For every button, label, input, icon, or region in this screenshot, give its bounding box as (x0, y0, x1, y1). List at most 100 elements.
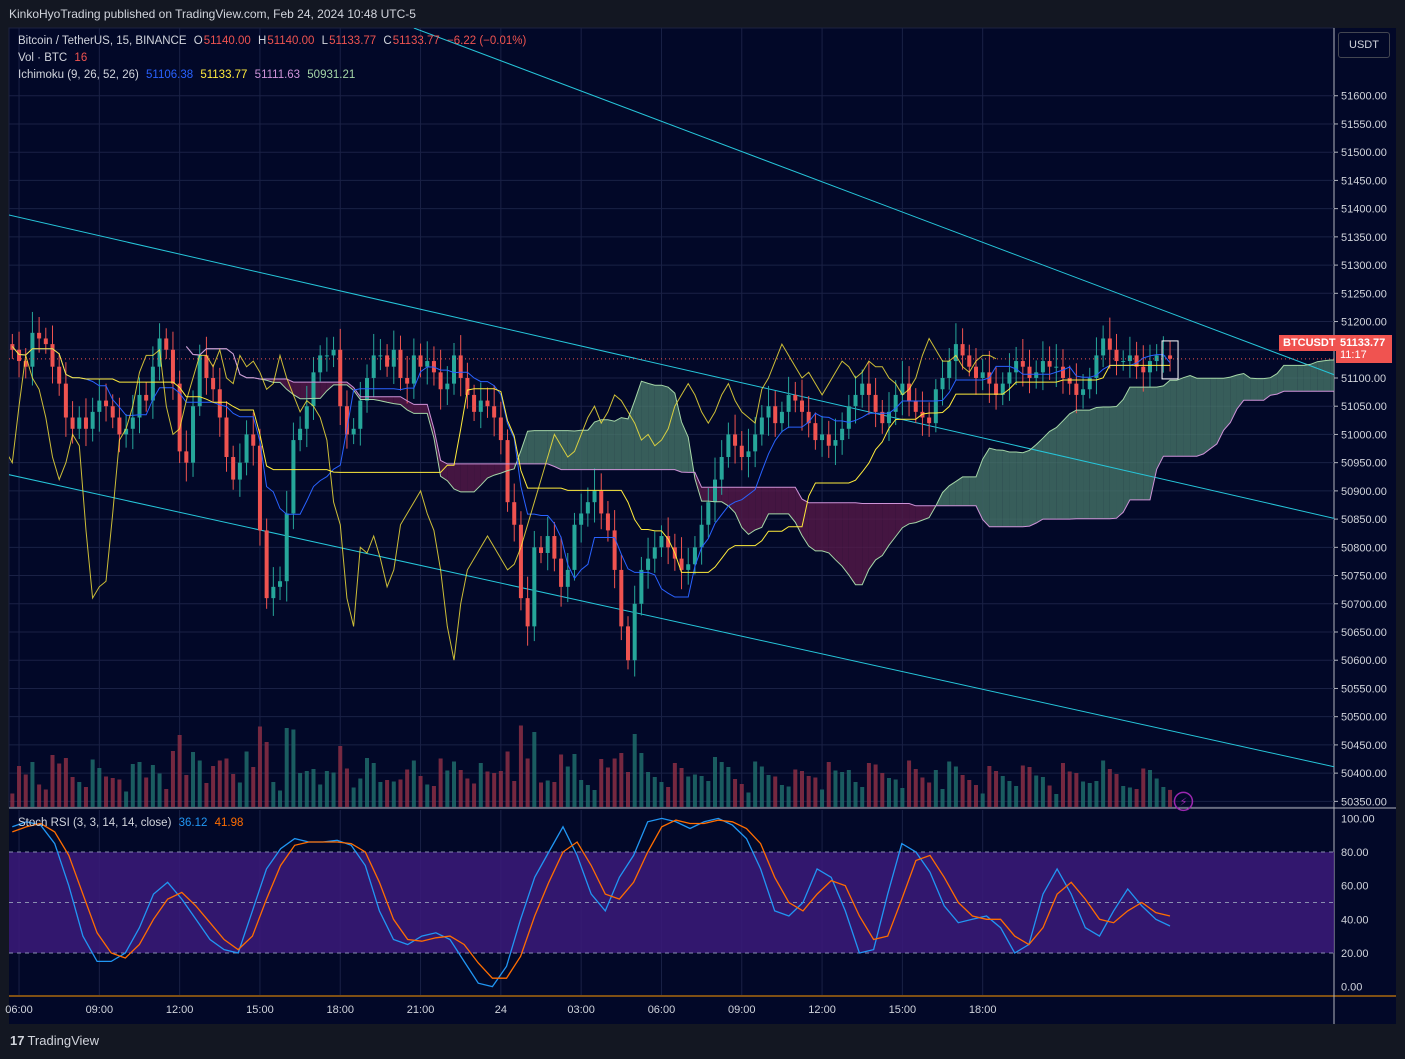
volume-bar (1074, 773, 1079, 807)
candle-body (231, 457, 236, 480)
volume-bar (592, 790, 597, 807)
stoch-label[interactable]: Stoch RSI (3, 3, 14, 14, close) (18, 817, 172, 829)
brand[interactable]: 17 TradingView (10, 1033, 99, 1048)
price-tick-label: 51050.00 (1341, 401, 1387, 413)
cloud-segment (1136, 387, 1144, 500)
cloud-segment (975, 459, 983, 520)
volume-bar (799, 771, 804, 807)
cloud-segment (761, 487, 769, 528)
cloud-segment (1223, 377, 1231, 431)
high-label: H (258, 35, 267, 47)
change-value: −6.22 (−0.01%) (447, 35, 527, 47)
candle-body (947, 361, 952, 378)
low-value: 51133.77 (329, 35, 377, 47)
candles (10, 311, 1173, 677)
price-tick-label: 51600.00 (1341, 91, 1387, 103)
volume-bar (625, 772, 631, 807)
cloud-segment (581, 430, 588, 470)
cloud-segment (949, 481, 956, 506)
price-tick-label: 50350.00 (1341, 796, 1387, 808)
vol-label[interactable]: Vol · BTC (18, 52, 68, 64)
volume-bar (264, 742, 269, 807)
candle-body (746, 451, 751, 458)
stoch-rsi-panel (9, 817, 1334, 988)
price-tick-label: 51550.00 (1341, 119, 1387, 131)
span-b-value: 50931.21 (307, 69, 356, 81)
volume-bar (391, 781, 396, 807)
cloud-segment (835, 502, 843, 567)
candle-body (184, 451, 189, 463)
candle-body (50, 344, 55, 367)
currency-selector[interactable]: USDT (1338, 32, 1390, 58)
candle-body (338, 349, 343, 407)
cloud-segment (1297, 365, 1304, 392)
cloud-segment (567, 430, 575, 470)
cloud-segment (701, 487, 709, 502)
volume-bar (1154, 778, 1159, 807)
candle-body (465, 377, 470, 395)
candle-body (907, 383, 912, 401)
candle-body (512, 502, 517, 525)
candle-body (866, 383, 871, 395)
volume-bar (271, 782, 276, 807)
cloud-segment (1183, 375, 1191, 457)
candle-body (197, 355, 202, 407)
candle-body (579, 513, 584, 525)
volume-bar (298, 773, 303, 807)
volume-bar (164, 789, 169, 807)
volume-bar (545, 780, 550, 807)
cloud-segment (888, 503, 896, 546)
symbol-name[interactable]: Bitcoin / TetherUS, 15, BINANCE (18, 35, 187, 47)
volume-bar (30, 762, 35, 807)
volume-bar (110, 778, 115, 807)
cloud-segment (942, 485, 950, 506)
cloud-segment (554, 430, 562, 470)
cloud-segment (1263, 377, 1271, 401)
volume-bar (1114, 774, 1119, 807)
candle-body (43, 338, 48, 345)
candle-body (759, 417, 764, 435)
candle-body (799, 400, 804, 412)
volume-bar (1047, 785, 1052, 807)
candle-body (733, 434, 738, 446)
candle-body (625, 626, 631, 661)
candle-body (699, 524, 704, 548)
candle-body (70, 417, 75, 429)
cloud-segment (1123, 387, 1130, 513)
publish-bar: KinkoHyoTrading published on TradingView… (0, 0, 1405, 28)
span-b-line (185, 346, 1334, 528)
candle-body (1087, 377, 1092, 390)
chikou-line (9, 337, 997, 661)
volume-bar (840, 772, 845, 807)
cloud-segment (1042, 431, 1050, 520)
ichimoku-label[interactable]: Ichimoku (9, 26, 52, 26) (18, 69, 139, 81)
candle-body (1147, 361, 1152, 373)
open-value: 51140.00 (203, 35, 251, 47)
cloud-segment (1317, 360, 1324, 392)
volume-bar (512, 781, 517, 807)
volume-bar (880, 773, 885, 807)
cloud-segment (467, 463, 475, 492)
volume-bar (639, 753, 644, 807)
volume-bar (1107, 769, 1112, 807)
price-tick-label: 50450.00 (1341, 740, 1387, 752)
volume-bar (539, 782, 544, 807)
volume-bar (1127, 787, 1132, 807)
volume-bar (994, 771, 999, 807)
volume-bar (278, 790, 283, 807)
volume-bar (739, 784, 744, 807)
candle-body (1134, 355, 1139, 367)
candle-body (224, 417, 229, 458)
volume-bar (913, 769, 918, 807)
rsi-tick-label: 60.00 (1341, 881, 1369, 893)
volume-bar (525, 758, 530, 807)
cloud-segment (674, 393, 682, 473)
candle-body (572, 524, 577, 570)
cloud-segment (788, 487, 796, 523)
candle-body (1014, 361, 1019, 373)
candle-body (726, 434, 731, 458)
candle-body (927, 417, 932, 424)
volume-bar (672, 763, 677, 807)
cloud-segment (1009, 451, 1017, 527)
